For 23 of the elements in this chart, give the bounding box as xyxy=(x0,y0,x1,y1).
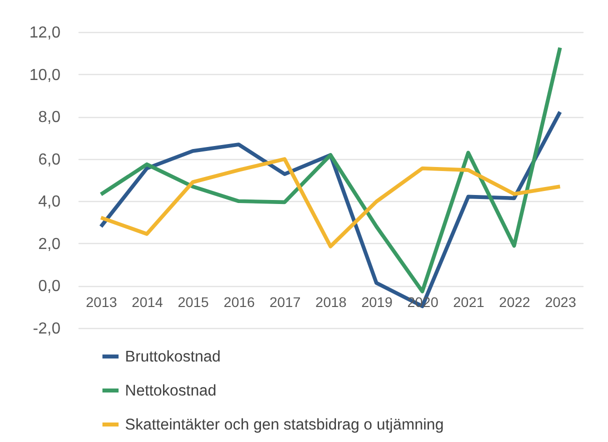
x-tick-label: 2013 xyxy=(86,294,118,310)
y-tick-label: -2,0 xyxy=(32,320,61,338)
y-tick-label: 10,0 xyxy=(29,66,61,84)
x-tick-label: 2021 xyxy=(453,294,485,310)
x-tick-label: 2022 xyxy=(499,294,530,310)
y-tick-label: 2,0 xyxy=(38,236,61,253)
x-tick-label: 2017 xyxy=(270,294,301,310)
y-tick-label: 12,0 xyxy=(29,24,61,42)
y-tick-label: 4,0 xyxy=(38,194,61,211)
x-tick-label: 2016 xyxy=(224,294,255,310)
y-tick-label: 6,0 xyxy=(38,151,61,168)
line-series xyxy=(99,157,562,248)
x-tick-label: 2018 xyxy=(315,294,347,310)
legend-label: Skatteintäkter och gen statsbidrag o utjämning xyxy=(125,416,444,434)
line-series xyxy=(99,46,562,294)
x-tick-label: 2015 xyxy=(178,294,210,310)
x-tick-label: 2019 xyxy=(361,294,393,310)
y-tick-label: 8,0 xyxy=(38,109,61,126)
x-tick-label: 2014 xyxy=(132,294,164,310)
y-tick-label: 0,0 xyxy=(38,278,61,296)
legend-label: Bruttokostnad xyxy=(125,348,221,366)
x-tick-label: 2023 xyxy=(544,294,576,310)
legend-label: Nettokostnad xyxy=(125,382,216,400)
